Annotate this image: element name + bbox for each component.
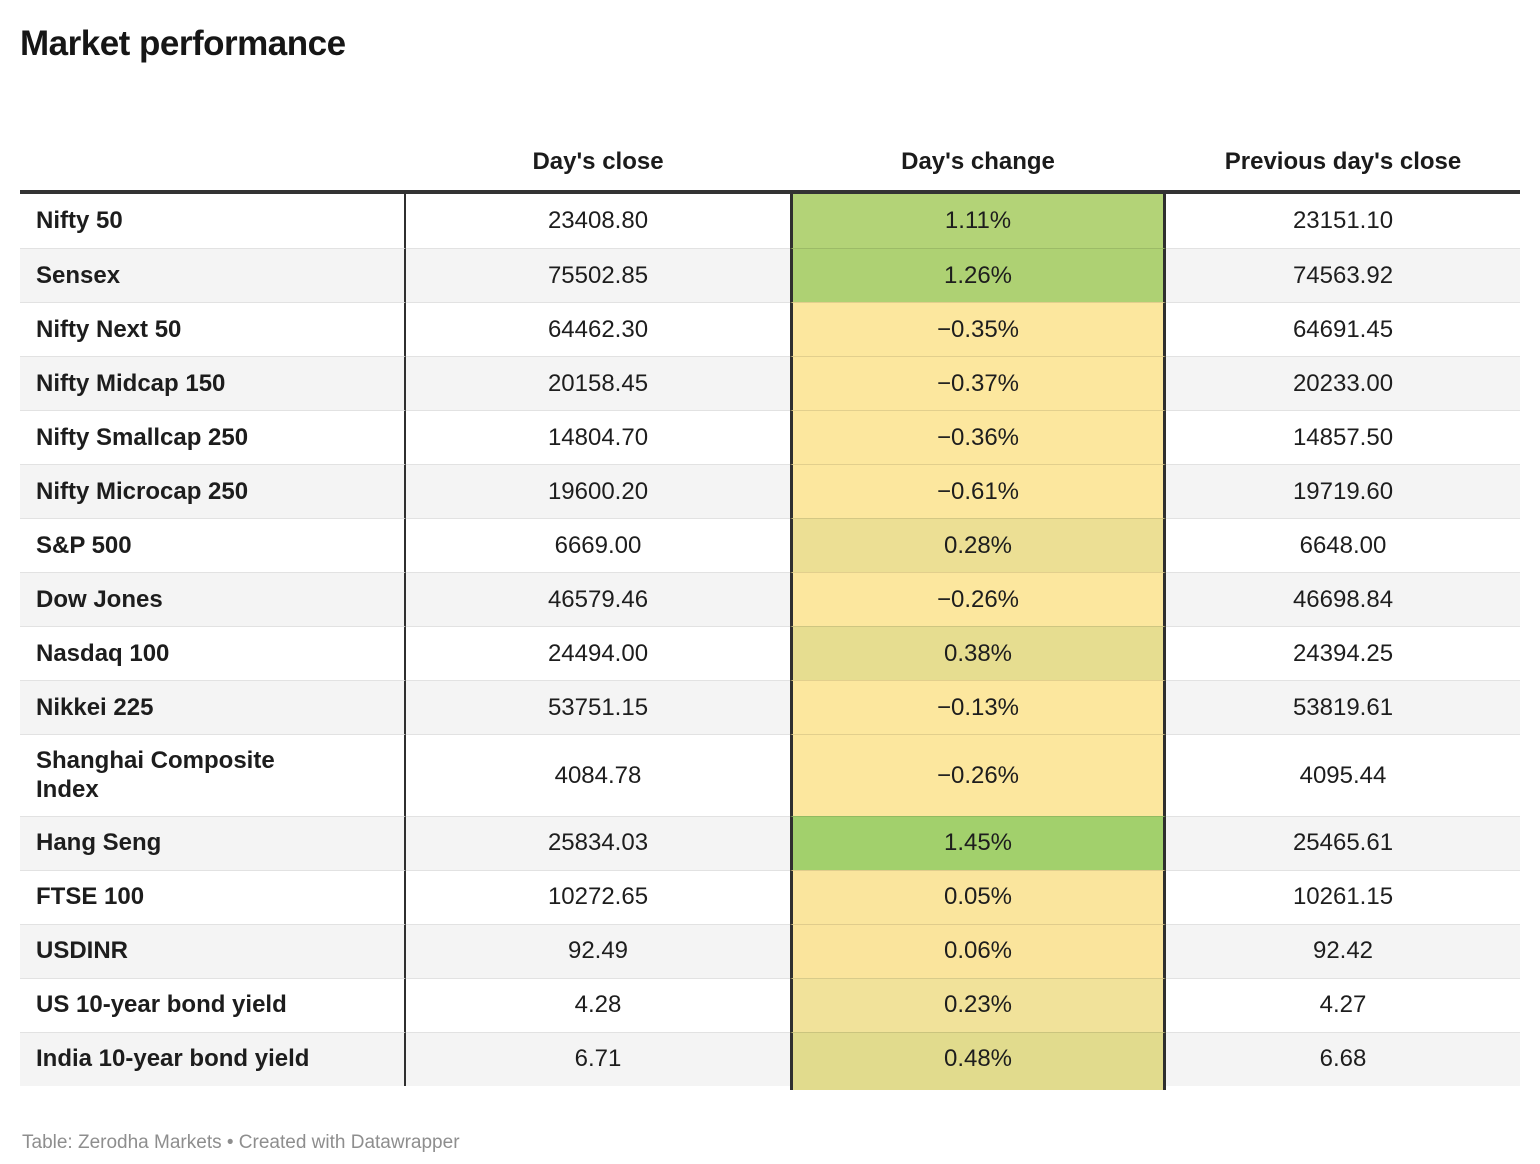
previous-close-value: 6.68 bbox=[1166, 1031, 1520, 1086]
table-row: Sensex 75502.85 1.26% 74563.92 bbox=[20, 248, 1520, 303]
row-label: FTSE 100 bbox=[20, 869, 406, 924]
table-row: Nifty Smallcap 250 14804.70 −0.36% 14857.50 bbox=[20, 410, 1520, 465]
days-close-value: 20158.45 bbox=[406, 356, 790, 411]
table-row: Hang Seng 25834.03 1.45% 25465.61 bbox=[20, 815, 1520, 870]
days-close-value: 75502.85 bbox=[406, 248, 790, 303]
days-change-value: 0.28% bbox=[790, 518, 1166, 573]
table-row: FTSE 100 10272.65 0.05% 10261.15 bbox=[20, 869, 1520, 924]
previous-close-value: 10261.15 bbox=[1166, 869, 1520, 924]
days-change-value: −0.26% bbox=[790, 734, 1166, 816]
table-header-row: Day's close Day's change Previous day's … bbox=[20, 64, 1520, 190]
row-label: Nifty Next 50 bbox=[20, 302, 406, 357]
previous-close-value: 14857.50 bbox=[1166, 410, 1520, 465]
table-row: Nifty 50 23408.80 1.11% 23151.10 bbox=[20, 194, 1520, 249]
table-row: Shanghai Composite Index 4084.78 −0.26% 409… bbox=[20, 734, 1520, 816]
days-close-value: 25834.03 bbox=[406, 815, 790, 870]
row-label: S&P 500 bbox=[20, 518, 406, 573]
attribution-footer: Table: Zerodha Markets • Created with Da… bbox=[22, 1131, 460, 1153]
table-row: Dow Jones 46579.46 −0.26% 46698.84 bbox=[20, 572, 1520, 627]
header-previous-close: Previous day's close bbox=[1224, 148, 1462, 176]
previous-close-value: 24394.25 bbox=[1166, 626, 1520, 681]
row-label: Nikkei 225 bbox=[20, 680, 406, 735]
row-label: Sensex bbox=[20, 248, 406, 303]
days-close-value: 14804.70 bbox=[406, 410, 790, 465]
days-close-value: 4.28 bbox=[406, 977, 790, 1032]
days-close-value: 10272.65 bbox=[406, 869, 790, 924]
row-label: Hang Seng bbox=[20, 815, 406, 870]
days-change-value: 1.26% bbox=[790, 248, 1166, 303]
days-change-value: 1.45% bbox=[790, 815, 1166, 870]
previous-close-value: 46698.84 bbox=[1166, 572, 1520, 627]
days-change-value: 0.23% bbox=[790, 977, 1166, 1032]
previous-close-value: 23151.10 bbox=[1166, 194, 1520, 249]
table-row: Nifty Next 50 64462.30 −0.35% 64691.45 bbox=[20, 302, 1520, 357]
row-label: Nifty Midcap 150 bbox=[20, 356, 406, 411]
row-label: Dow Jones bbox=[20, 572, 406, 627]
table-row: USDINR 92.49 0.06% 92.42 bbox=[20, 923, 1520, 978]
days-change-value: 0.38% bbox=[790, 626, 1166, 681]
previous-close-value: 53819.61 bbox=[1166, 680, 1520, 735]
page-title: Market performance bbox=[20, 24, 346, 63]
days-close-value: 46579.46 bbox=[406, 572, 790, 627]
header-days-close: Day's close bbox=[532, 148, 664, 176]
previous-close-value: 6648.00 bbox=[1166, 518, 1520, 573]
days-change-value: 1.11% bbox=[790, 194, 1166, 249]
days-change-value: −0.37% bbox=[790, 356, 1166, 411]
table-row: Nifty Microcap 250 19600.20 −0.61% 19719.60 bbox=[20, 464, 1520, 519]
previous-close-value: 19719.60 bbox=[1166, 464, 1520, 519]
days-close-value: 19600.20 bbox=[406, 464, 790, 519]
days-change-value: 0.48% bbox=[790, 1031, 1166, 1086]
row-label: Nifty 50 bbox=[20, 194, 406, 249]
table-row: Nikkei 225 53751.15 −0.13% 53819.61 bbox=[20, 680, 1520, 735]
days-close-value: 23408.80 bbox=[406, 194, 790, 249]
days-close-value: 53751.15 bbox=[406, 680, 790, 735]
days-close-value: 6669.00 bbox=[406, 518, 790, 573]
table-row: Nifty Midcap 150 20158.45 −0.37% 20233.00 bbox=[20, 356, 1520, 411]
days-change-value: −0.61% bbox=[790, 464, 1166, 519]
row-label: India 10-year bond yield bbox=[20, 1031, 406, 1086]
row-label: US 10-year bond yield bbox=[20, 977, 406, 1032]
table-row: Nasdaq 100 24494.00 0.38% 24394.25 bbox=[20, 626, 1520, 681]
days-change-value: −0.13% bbox=[790, 680, 1166, 735]
previous-close-value: 20233.00 bbox=[1166, 356, 1520, 411]
days-change-value: −0.35% bbox=[790, 302, 1166, 357]
header-days-change: Day's change bbox=[901, 148, 1055, 176]
previous-close-value: 64691.45 bbox=[1166, 302, 1520, 357]
change-column-overhang bbox=[790, 1085, 1166, 1090]
table-body: Nifty 50 23408.80 1.11% 23151.10 Sensex 75502… bbox=[20, 190, 1520, 1086]
table-row: US 10-year bond yield 4.28 0.23% 4.27 bbox=[20, 977, 1520, 1032]
row-label: USDINR bbox=[20, 923, 406, 978]
days-close-value: 64462.30 bbox=[406, 302, 790, 357]
previous-close-value: 92.42 bbox=[1166, 923, 1520, 978]
previous-close-value: 4.27 bbox=[1166, 977, 1520, 1032]
days-close-value: 6.71 bbox=[406, 1031, 790, 1086]
days-change-value: 0.05% bbox=[790, 869, 1166, 924]
days-change-value: −0.36% bbox=[790, 410, 1166, 465]
row-label: Nifty Microcap 250 bbox=[20, 464, 406, 519]
days-close-value: 24494.00 bbox=[406, 626, 790, 681]
days-close-value: 4084.78 bbox=[406, 734, 790, 816]
table-row: S&P 500 6669.00 0.28% 6648.00 bbox=[20, 518, 1520, 573]
days-change-value: −0.26% bbox=[790, 572, 1166, 627]
row-label: Shanghai Composite Index bbox=[20, 734, 406, 816]
previous-close-value: 74563.92 bbox=[1166, 248, 1520, 303]
row-label: Nifty Smallcap 250 bbox=[20, 410, 406, 465]
days-close-value: 92.49 bbox=[406, 923, 790, 978]
row-label: Nasdaq 100 bbox=[20, 626, 406, 681]
previous-close-value: 4095.44 bbox=[1166, 734, 1520, 816]
table-row: India 10-year bond yield 6.71 0.48% 6.68 bbox=[20, 1031, 1520, 1086]
days-change-value: 0.06% bbox=[790, 923, 1166, 978]
previous-close-value: 25465.61 bbox=[1166, 815, 1520, 870]
